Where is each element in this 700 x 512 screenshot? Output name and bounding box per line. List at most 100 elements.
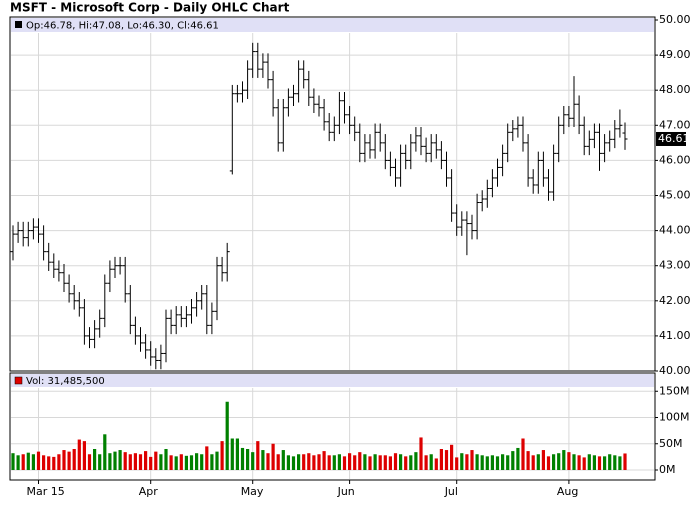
volume-bar <box>623 453 627 470</box>
volume-bar <box>480 455 484 470</box>
volume-bar <box>281 450 285 470</box>
volume-bar <box>603 456 607 470</box>
volume-bar <box>332 455 336 470</box>
volume-bar <box>429 454 433 470</box>
volume-bar <box>235 438 239 470</box>
volume-bar <box>373 454 377 470</box>
volume-bar <box>225 401 229 470</box>
volume-bar <box>98 454 102 470</box>
y-tick-label: 0M <box>659 463 676 476</box>
volume-bar <box>297 454 301 470</box>
volume-bar <box>184 455 188 470</box>
x-tick-label: Aug <box>557 485 578 498</box>
volume-bar <box>240 447 245 470</box>
volume-bar <box>179 454 183 470</box>
volume-bar <box>444 450 449 470</box>
volume-bar <box>31 454 35 470</box>
volume-bar <box>103 434 107 470</box>
volume-bar <box>72 449 76 470</box>
volume-bar <box>251 452 255 470</box>
volume-bar <box>587 454 591 470</box>
volume-bar <box>144 451 148 470</box>
volume-bar <box>42 455 46 470</box>
volume-bar <box>608 454 612 470</box>
y-tick-label: 41.00 <box>659 329 691 342</box>
volume-bar <box>246 449 250 470</box>
volume-bar <box>36 451 41 470</box>
volume-bar <box>230 438 234 470</box>
volume-bar <box>118 450 122 470</box>
volume-bar <box>108 453 112 470</box>
y-tick-label: 43.00 <box>659 259 691 272</box>
price-legend: Op:46.78, Hi:47.08, Lo:46.30, Cl:46.61 <box>26 21 219 32</box>
volume-bar <box>470 450 474 470</box>
volume-bar <box>128 454 132 470</box>
volume-bar <box>113 451 117 470</box>
volume-bar <box>307 453 311 470</box>
volume-bar <box>210 454 214 470</box>
price-header <box>11 18 654 32</box>
volume-bar <box>348 453 352 470</box>
volume-bar <box>123 452 127 470</box>
volume-bar <box>521 438 525 470</box>
volume-bar <box>511 451 515 470</box>
volume-bar <box>169 455 173 470</box>
volume-bar <box>531 455 535 470</box>
y-tick-label: 49.00 <box>659 48 691 61</box>
volume-bar <box>26 452 30 470</box>
volume-bar <box>337 454 341 470</box>
y-tick-label: 48.00 <box>659 83 691 96</box>
volume-header <box>11 374 654 387</box>
last-price-label: 46.61 <box>658 132 690 145</box>
volume-bar <box>557 453 561 470</box>
volume-bar <box>450 444 454 470</box>
y-tick-label: 40.00 <box>659 364 691 377</box>
volume-bar <box>358 452 362 470</box>
volume-bar <box>276 454 280 470</box>
volume-bar <box>200 454 204 470</box>
volume-bar <box>546 456 551 470</box>
volume-bar <box>286 455 290 470</box>
y-tick-label: 150M <box>659 384 690 397</box>
volume-bar <box>342 456 347 470</box>
y-tick-label: 46.00 <box>659 153 691 166</box>
volume-bar <box>592 455 596 470</box>
x-tick-label: May <box>241 485 264 498</box>
volume-bar <box>67 451 71 470</box>
volume-bar <box>404 456 408 470</box>
volume-bar <box>174 456 178 470</box>
volume-bar <box>133 453 137 470</box>
volume-bar <box>368 456 372 470</box>
volume-bar <box>220 441 224 470</box>
volume-bar <box>256 441 260 470</box>
volume-bar <box>495 456 500 470</box>
volume-bar <box>164 449 168 470</box>
x-tick-label: Jun <box>337 485 355 498</box>
volume-bar <box>327 455 331 470</box>
volume-bar <box>322 451 326 470</box>
volume-bar <box>353 455 357 470</box>
y-tick-label: 44.00 <box>659 224 691 237</box>
volume-bar <box>57 454 61 470</box>
volume-bar <box>577 455 581 470</box>
last-price-tag <box>656 131 686 146</box>
volume-bar <box>597 456 602 470</box>
volume-bar <box>47 456 51 470</box>
volume-bar <box>62 450 66 470</box>
volume-bar <box>501 454 505 470</box>
volume-bar <box>271 443 275 470</box>
volume-bar <box>582 457 586 470</box>
volume-bar <box>460 453 464 470</box>
volume-bar <box>572 454 576 470</box>
x-tick-label: Apr <box>139 485 159 498</box>
volume-bar <box>205 446 209 470</box>
volume-bar <box>526 451 530 470</box>
volume-bar <box>424 455 428 470</box>
volume-bar <box>363 454 367 470</box>
volume-bar <box>516 447 520 470</box>
volume-bar <box>93 449 97 470</box>
volume-bar <box>378 455 382 470</box>
volume-bar <box>77 439 81 470</box>
volume-bar <box>414 452 418 470</box>
volume-swatch <box>14 376 23 385</box>
